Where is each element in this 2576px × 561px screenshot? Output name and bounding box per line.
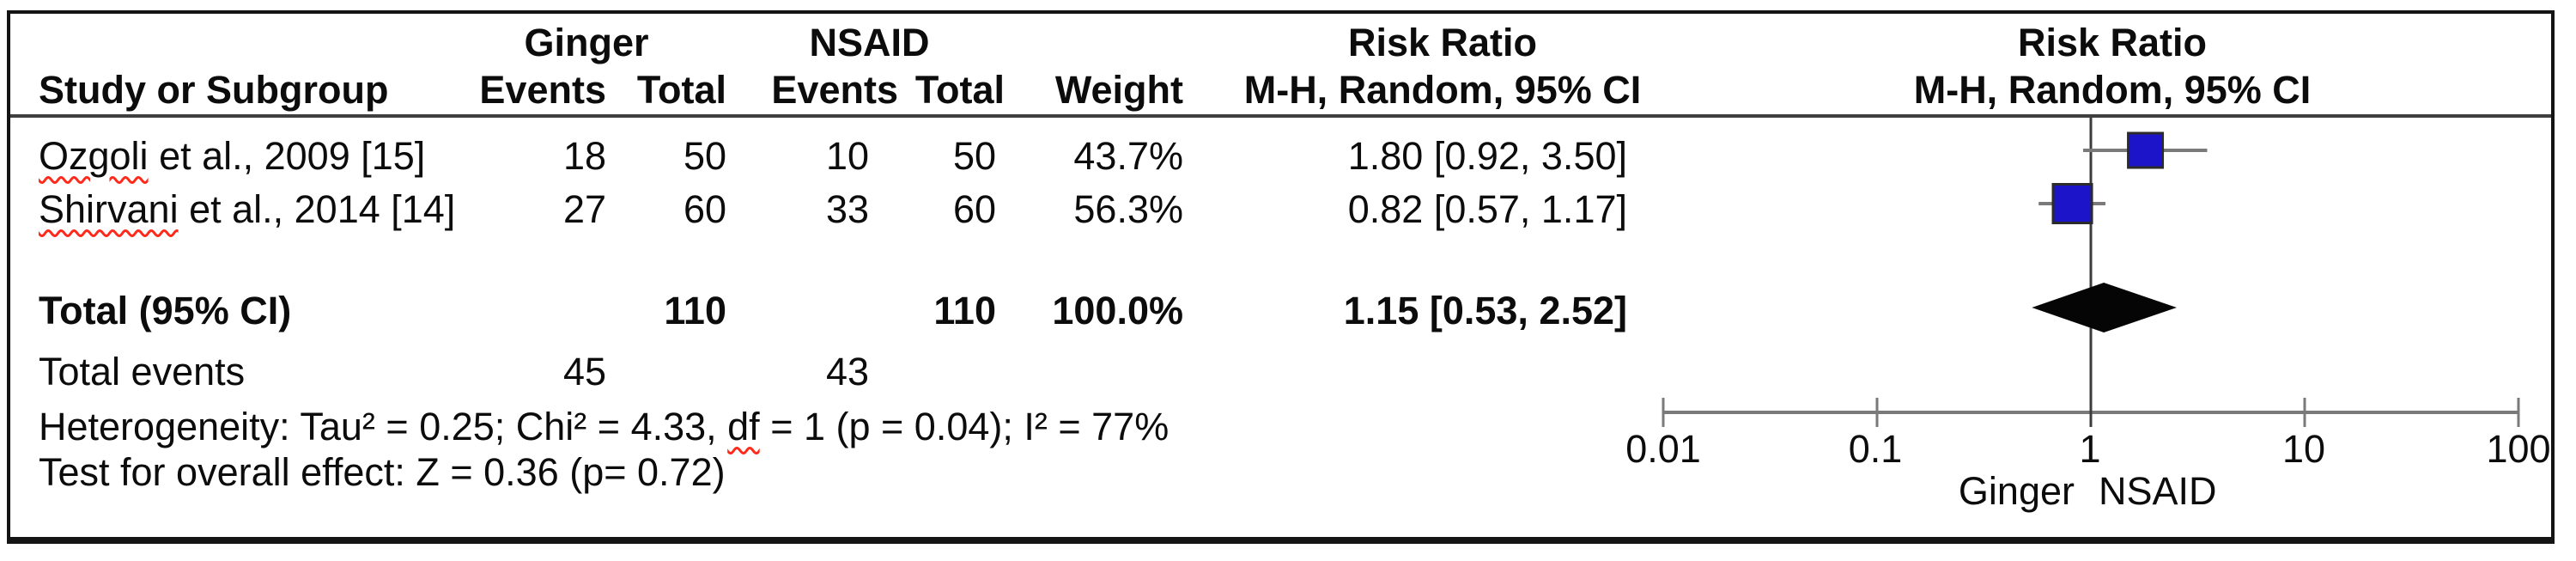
plot-header-method-ci: M-H, Random, 95% CI	[1913, 68, 2312, 112]
study-name-rest: et al., 2014 [14]	[178, 187, 456, 231]
axis-label-nsaid: NSAID	[2099, 469, 2217, 513]
weight-square	[2127, 131, 2165, 169]
heterogeneity-text-end: = 1 (p = 0.04); I² = 77%	[759, 405, 1170, 448]
axis-label-ginger: Ginger	[1958, 469, 2075, 513]
header-separator-line	[10, 114, 2551, 118]
cell-risk-ratio-ci: 1.80 [0.92, 3.50]	[1347, 134, 1627, 178]
cell-ginger-total: 50	[683, 134, 726, 178]
column-header-ginger-events: Events	[479, 68, 606, 112]
risk-ratio-column-title: Risk Ratio	[1347, 21, 1538, 64]
axis-tick-label: 1	[2079, 427, 2101, 471]
total-events-label: Total events	[39, 350, 246, 393]
column-header-nsaid-total: Total	[914, 68, 1005, 112]
study-name-misspelled: Shirvani	[39, 187, 179, 231]
figure-border	[7, 10, 2555, 544]
heterogeneity-df: df	[727, 405, 760, 448]
pooled-effect-diamond	[2032, 283, 2177, 332]
risk-ratio-plot-title: Risk Ratio	[2017, 21, 2208, 64]
cell-ginger-events: 18	[562, 134, 606, 178]
total-events-nsaid: 43	[825, 350, 869, 393]
total-events-ginger: 45	[562, 350, 606, 393]
cell-nsaid-total: 50	[952, 134, 996, 178]
study-row-label: Ozgoli et al., 2009 [15]	[39, 134, 640, 179]
total-row-label: Total (95% CI)	[39, 289, 292, 332]
column-header-nsaid-events: Events	[771, 68, 898, 112]
heterogeneity-line: Heterogeneity: Tau² = 0.25; Chi² = 4.33,…	[39, 405, 1584, 449]
column-header-study: Study or Subgroup	[39, 68, 389, 112]
cell-ginger-total: 60	[683, 187, 726, 231]
axis-tick-label: 100	[2486, 427, 2551, 471]
cell-nsaid-events: 10	[825, 134, 869, 178]
study-name-rest: et al., 2009 [15]	[148, 134, 426, 178]
cell-ginger-events: 27	[562, 187, 606, 231]
cell-risk-ratio-ci: 0.82 [0.57, 1.17]	[1347, 187, 1627, 231]
total-nsaid-total: 110	[933, 289, 996, 332]
weight-square	[2051, 183, 2093, 224]
total-weight: 100.0%	[1052, 289, 1183, 332]
cell-weight: 43.7%	[1073, 134, 1183, 178]
total-risk-ratio-ci: 1.15 [0.53, 2.52]	[1343, 289, 1627, 332]
study-name-misspelled: Ozgoli	[39, 134, 149, 178]
group-header-nsaid: NSAID	[809, 21, 930, 64]
column-header-ginger-total: Total	[636, 68, 726, 112]
column-header-method-ci: M-H, Random, 95% CI	[1243, 68, 1642, 112]
cell-nsaid-total: 60	[952, 187, 996, 231]
cell-nsaid-events: 33	[825, 187, 869, 231]
group-header-ginger: Ginger	[524, 21, 649, 64]
axis-tick-label: 0.01	[1625, 427, 1701, 471]
total-ginger-total: 110	[664, 289, 726, 332]
axis-tick-label: 10	[2281, 427, 2326, 471]
study-row-label: Shirvani et al., 2014 [14]	[39, 187, 640, 232]
cell-weight: 56.3%	[1073, 187, 1183, 231]
axis-tick-label: 0.1	[1848, 427, 1903, 471]
heterogeneity-text: Heterogeneity: Tau² = 0.25; Chi² = 4.33,	[39, 405, 728, 448]
overall-effect-line: Test for overall effect: Z = 0.36 (p= 0.…	[39, 450, 726, 494]
column-header-weight: Weight	[1054, 68, 1183, 112]
